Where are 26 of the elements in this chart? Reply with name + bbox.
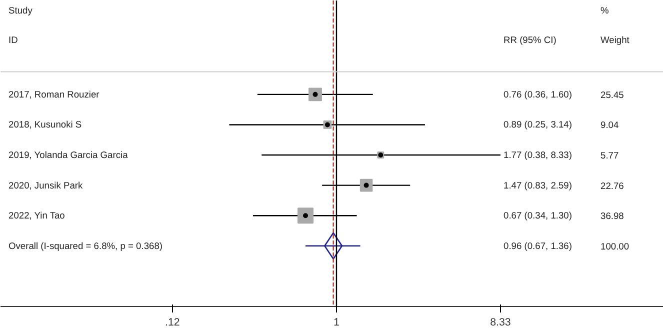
annotation: 5.77 xyxy=(600,150,619,161)
annotation: 0.96 (0.67, 1.36) xyxy=(504,240,572,251)
text: RR (95% CI) xyxy=(504,34,556,45)
annotation: 0.89 (0.25, 3.14) xyxy=(504,120,572,130)
annotation: 25.45 xyxy=(600,90,624,100)
text: Study xyxy=(8,6,33,16)
annotation: 1.77 (0.38, 8.33) xyxy=(504,150,572,160)
y-tick-label: Overall (I-squared = 6.8%, p = 0.368) xyxy=(8,240,162,251)
x-tick-label: .12 xyxy=(165,316,180,328)
text: % xyxy=(600,6,609,16)
y-tick-label: 2019, Yolanda Garcia Garcia xyxy=(8,150,129,160)
text: Weight xyxy=(600,34,630,45)
annotation: 100.00 xyxy=(600,241,630,252)
y-tick-label: 2018, Kusunoki S xyxy=(8,120,82,130)
annotation: 0.67 (0.34, 1.30) xyxy=(504,210,572,221)
annotation: 9.04 xyxy=(600,120,619,130)
annotation: 1.47 (0.83, 2.59) xyxy=(504,180,572,190)
annotation: 0.76 (0.36, 1.60) xyxy=(504,89,572,100)
y-tick-label: 2022, Yin Tao xyxy=(8,210,65,221)
annotation: 36.98 xyxy=(600,211,624,222)
y-tick-label: 2020, Junsik Park xyxy=(8,180,83,190)
y-tick-label: 2017, Roman Rouzier xyxy=(8,89,100,100)
annotation: 22.76 xyxy=(600,180,624,191)
x-tick-label: 1 xyxy=(334,316,340,328)
x-tick-label: 8.33 xyxy=(490,316,511,328)
text: ID xyxy=(8,34,18,45)
